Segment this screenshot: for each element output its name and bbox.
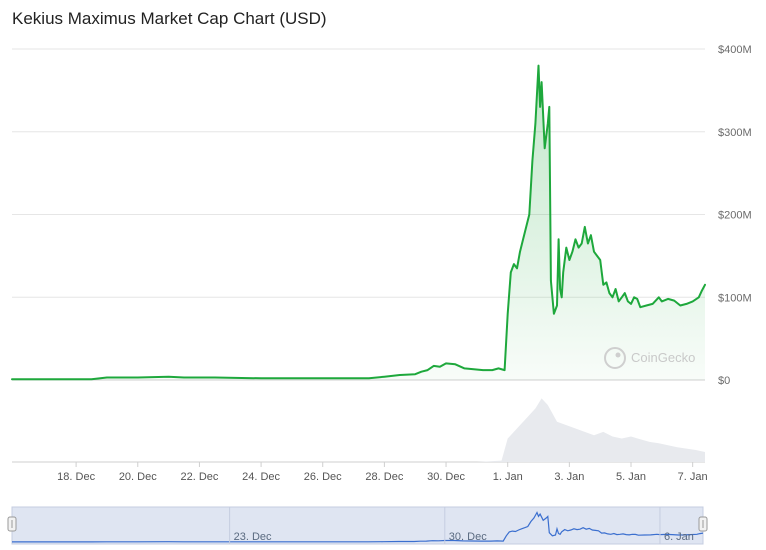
range-navigator[interactable]: 23. Dec 30. Dec 6. Jan [7, 506, 708, 545]
x-tick-label: 30. Dec [427, 471, 465, 483]
volume-area [12, 398, 705, 462]
market-cap-area [12, 65, 705, 380]
watermark-text: CoinGecko [631, 350, 695, 365]
navigator-tick-label: 30. Dec [449, 531, 487, 543]
x-tick-label: 5. Jan [616, 471, 646, 483]
chart-title: Kekius Maximus Market Cap Chart (USD) [12, 9, 327, 28]
y-tick-label: $200M [718, 210, 752, 222]
volume-area-shape [12, 398, 705, 462]
x-tick-label: 20. Dec [119, 471, 157, 483]
y-tick-label: $400M [718, 44, 752, 56]
coingecko-logo-icon [604, 347, 626, 369]
x-axis-labels: 18. Dec 20. Dec 22. Dec 24. Dec 26. Dec 28. D… [57, 462, 708, 483]
x-tick-label: 7. Jan [678, 471, 708, 483]
x-tick-label: 1. Jan [493, 471, 523, 483]
coingecko-logo-eye-icon [615, 352, 621, 358]
market-cap-area-fill [12, 65, 705, 380]
y-tick-label: $300M [718, 127, 752, 139]
market-cap-series-line [11, 64, 706, 381]
coingecko-watermark: CoinGecko [604, 347, 695, 369]
x-tick-label: 18. Dec [57, 471, 95, 483]
y-tick-label: $100M [718, 292, 752, 304]
x-tick-label: 22. Dec [180, 471, 218, 483]
x-tick-label: 28. Dec [365, 471, 403, 483]
navigator-tick-label: 6. Jan [664, 531, 694, 543]
x-tick-label: 24. Dec [242, 471, 280, 483]
navigator-tick-label: 23. Dec [234, 531, 272, 543]
market-cap-line [11, 64, 706, 381]
y-axis-labels: $0 $100M $200M $300M $400M [718, 44, 752, 387]
x-tick-label: 3. Jan [554, 471, 584, 483]
grid-lines [12, 48, 705, 463]
y-tick-label: $0 [718, 375, 730, 387]
navigator-series-line [12, 511, 704, 543]
navigator-selection[interactable] [11, 506, 704, 545]
x-tick-label: 26. Dec [304, 471, 342, 483]
